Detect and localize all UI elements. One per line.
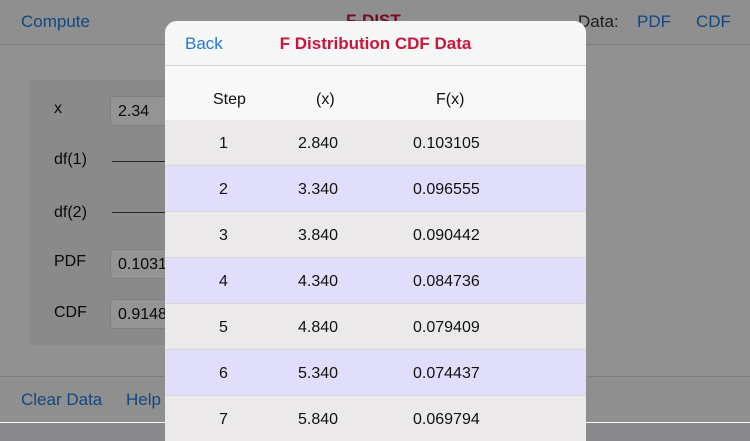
df2-field[interactable]	[112, 212, 182, 213]
x-cell: 5.340	[298, 365, 339, 382]
cdf-data-modal: Back F Distribution CDF Data Step (x) F(…	[165, 21, 586, 441]
step-cell: 2	[219, 181, 228, 198]
table-row[interactable]: 4 4.340 0.084736	[165, 258, 586, 304]
pdf-button[interactable]: PDF	[637, 12, 671, 31]
fx-cell: 0.096555	[413, 181, 480, 198]
fx-cell: 0.084736	[413, 273, 480, 290]
fx-cell: 0.074437	[413, 365, 480, 382]
step-cell: 1	[219, 135, 228, 152]
x-cell: 4.840	[298, 319, 339, 336]
fx-cell: 0.069794	[413, 411, 480, 428]
step-cell: 3	[219, 227, 228, 244]
cdf-button[interactable]: CDF	[696, 12, 731, 31]
table-row[interactable]: 3 3.840 0.090442	[165, 212, 586, 258]
x-cell: 2.840	[298, 135, 339, 152]
table-row[interactable]: 2 3.340 0.096555	[165, 166, 586, 212]
modal-title: F Distribution CDF Data	[279, 34, 472, 53]
x-cell: 3.840	[298, 227, 339, 244]
back-button[interactable]: Back	[185, 34, 223, 53]
step-cell: 6	[219, 365, 228, 382]
table-row[interactable]: 6 5.340 0.074437	[165, 350, 586, 396]
x-label: x	[54, 100, 62, 117]
pdf-label: PDF	[54, 253, 86, 270]
fx-cell: 0.103105	[413, 135, 480, 152]
column-header-x: (x)	[316, 91, 335, 108]
cdf-table: Step (x) F(x) 1 2.840 0.103105 2 3.340 0…	[165, 76, 586, 441]
fx-cell: 0.079409	[413, 319, 480, 336]
x-cell: 3.340	[298, 181, 339, 198]
df1-label: df(1)	[54, 151, 87, 168]
data-label: Data:	[578, 12, 619, 31]
step-cell: 7	[219, 411, 228, 428]
df1-field[interactable]	[112, 161, 182, 162]
x-cell: 4.340	[298, 273, 339, 290]
clear-data-button[interactable]: Clear Data	[21, 390, 103, 409]
table-row[interactable]: 1 2.840 0.103105	[165, 120, 586, 166]
column-header-fx: F(x)	[436, 91, 465, 108]
modal-nav-bar: Back F Distribution CDF Data	[165, 21, 586, 66]
x-cell: 5.840	[298, 411, 339, 428]
column-header-step: Step	[213, 91, 246, 108]
compute-button[interactable]: Compute	[21, 12, 90, 31]
table-header: Step (x) F(x)	[165, 76, 586, 120]
cdf-label: CDF	[54, 304, 87, 321]
table-row[interactable]: 7 5.840 0.069794	[165, 396, 586, 441]
table-row[interactable]: 5 4.840 0.079409	[165, 304, 586, 350]
step-cell: 5	[219, 319, 228, 336]
help-button[interactable]: Help	[126, 390, 161, 409]
fx-cell: 0.090442	[413, 227, 480, 244]
step-cell: 4	[219, 273, 228, 290]
df2-label: df(2)	[54, 204, 87, 221]
